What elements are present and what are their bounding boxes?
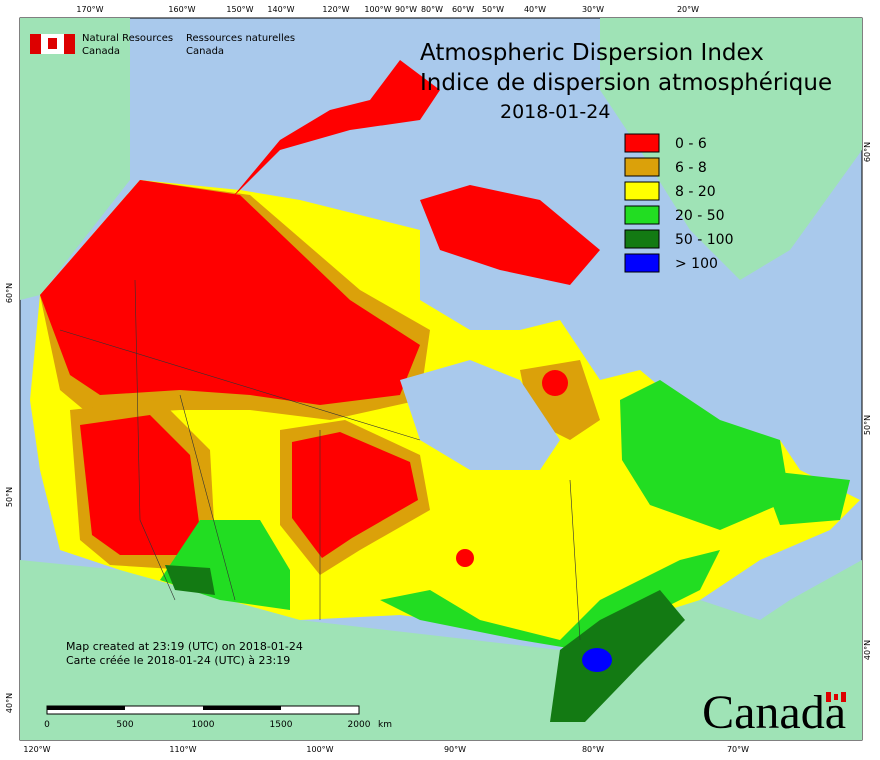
agency-en-1: Natural Resources: [82, 33, 173, 44]
bottom-lon-label: 120°W: [23, 745, 50, 754]
top-lon-label: 30°W: [582, 5, 604, 14]
agency-en-2: Canada: [82, 46, 120, 57]
nrcan-header: Natural Resources Canada Ressources natu…: [30, 33, 295, 57]
legend-label: 6 - 8: [675, 160, 707, 176]
top-lon-label: 160°W: [168, 5, 195, 14]
scale-label: 1000: [192, 720, 215, 730]
scale-label: 1500: [270, 720, 293, 730]
scale-unit: km: [378, 720, 392, 730]
bottom-lon-label: 70°W: [727, 745, 749, 754]
wordmark: Canada: [702, 686, 846, 739]
legend: 0 - 6 6 - 8 8 - 20 20 - 50 50 - 100 > 100: [624, 133, 734, 273]
bottom-lon-label: 100°W: [306, 745, 333, 754]
legend-label: 8 - 20: [675, 184, 716, 200]
scale-label: 500: [116, 720, 133, 730]
top-lon-label: 50°W: [482, 5, 504, 14]
canada-index-zones: [30, 60, 860, 722]
legend-swatch: [624, 229, 660, 249]
map-date: 2018-01-24: [500, 101, 610, 123]
left-lat-label: 40°N: [5, 693, 14, 713]
legend-label: 50 - 100: [675, 232, 734, 248]
scale-segment: [203, 706, 281, 710]
scale-segment: [47, 706, 125, 710]
top-lon-label: 20°W: [677, 5, 699, 14]
left-lat-label: 60°N: [5, 283, 14, 303]
scale-bar: 0 500 1000 1500 2000 km: [44, 705, 392, 730]
top-lon-label: 100°W: [364, 5, 391, 14]
land-other: [20, 18, 862, 740]
legend-swatch: [624, 205, 660, 225]
top-lon-label: 40°W: [524, 5, 546, 14]
top-lon-label: 150°W: [226, 5, 253, 14]
right-lat-label: 50°N: [863, 415, 872, 435]
bottom-lon-label: 110°W: [169, 745, 196, 754]
note-en: Map created at 23:19 (UTC) on 2018-01-24: [66, 640, 303, 653]
left-lat-label: 50°N: [5, 487, 14, 507]
legend-label: > 100: [675, 256, 718, 272]
agency-fr-1: Ressources naturelles: [186, 33, 295, 44]
legend-swatch: [624, 253, 660, 273]
note-fr: Carte créée le 2018-01-24 (UTC) à 23:19: [66, 654, 290, 667]
top-lon-label: 90°W: [395, 5, 417, 14]
legend-swatch: [624, 181, 660, 201]
scale-label: 2000: [348, 720, 371, 730]
top-lon-label: 60°W: [452, 5, 474, 14]
borders: [59, 279, 581, 641]
bottom-lon-label: 90°W: [444, 745, 466, 754]
title-en: Atmospheric Dispersion Index: [420, 40, 764, 66]
top-lon-label: 140°W: [267, 5, 294, 14]
graticule-labels: 170°W 160°W 150°W 140°W 120°W 100°W 90°W 80°W 60…: [5, 5, 872, 754]
top-lon-label: 170°W: [76, 5, 103, 14]
right-lat-label: 60°N: [863, 142, 872, 162]
legend-label: 0 - 6: [675, 136, 707, 152]
wordmark-flag: [826, 692, 846, 702]
title-fr: Indice de dispersion atmosphérique: [420, 70, 832, 96]
right-lat-label: 40°N: [863, 640, 872, 660]
bottom-lon-label: 80°W: [582, 745, 604, 754]
agency-fr-2: Canada: [186, 46, 224, 57]
legend-swatch: [624, 157, 660, 177]
top-lon-label: 120°W: [322, 5, 349, 14]
scale-label: 0: [44, 720, 50, 730]
legend-swatch: [624, 133, 660, 153]
legend-label: 20 - 50: [675, 208, 725, 224]
top-lon-label: 80°W: [421, 5, 443, 14]
